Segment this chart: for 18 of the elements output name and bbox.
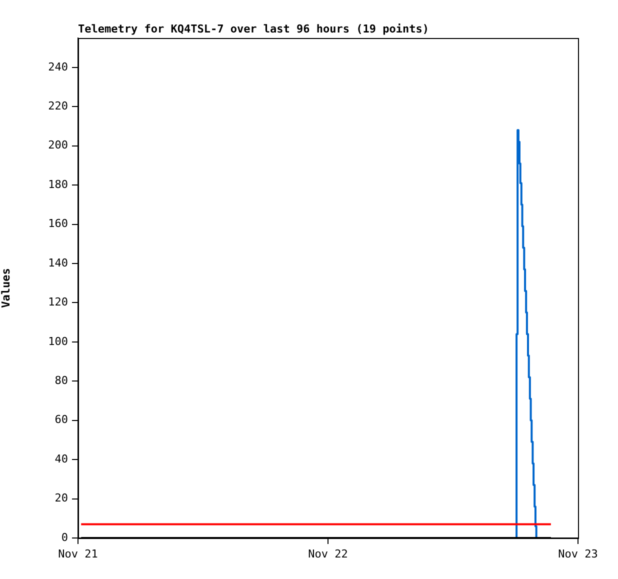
y-axis-title: Values — [0, 268, 12, 308]
y-tick-label: 220 — [48, 99, 68, 112]
y-tick-label: 0 — [61, 530, 68, 544]
x-tick-label: Nov 23 — [558, 547, 598, 560]
y-tick-label: 60 — [54, 413, 68, 426]
y-tick-label: 160 — [48, 217, 68, 230]
x-tick-label: Nov 22 — [308, 547, 348, 560]
y-tick-label: 120 — [48, 296, 68, 309]
y-tick-label: 180 — [48, 178, 68, 191]
x-tick-label: Nov 21 — [58, 547, 98, 560]
y-tick-label: 80 — [54, 374, 68, 387]
y-tick-label: 240 — [48, 60, 68, 74]
chart-title: Telemetry for KQ4TSL-7 over last 96 hours (19 points) — [78, 22, 429, 36]
y-tick-label: 100 — [48, 334, 68, 348]
y-tick-label: 20 — [54, 492, 68, 505]
y-tick-label: 40 — [54, 452, 68, 466]
y-tick-label: 140 — [48, 256, 68, 270]
y-tick-label: 200 — [48, 138, 68, 152]
